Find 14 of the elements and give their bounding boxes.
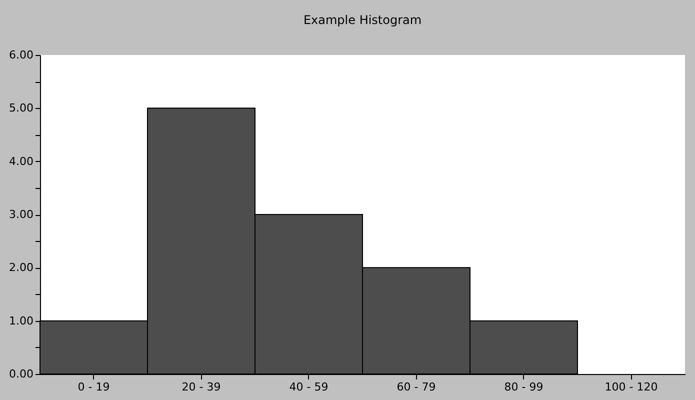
x-tick-label: 40 - 59 [289, 380, 328, 394]
y-tick-label: 1.00 [9, 314, 34, 328]
x-tick-label: 20 - 39 [182, 380, 221, 394]
x-tick-label: 0 - 19 [78, 380, 110, 394]
y-tick-label: 4.00 [9, 154, 34, 168]
chart-title: Example Histogram [303, 13, 422, 27]
y-tick-label: 0.00 [9, 368, 34, 380]
x-tick-label: 80 - 99 [504, 380, 544, 394]
y-tick-label: 5.00 [9, 102, 34, 115]
x-tick-label: 100 - 120 [604, 380, 658, 394]
y-tick-label: 6.00 [9, 48, 34, 62]
y-tick-label: 3.00 [9, 208, 34, 221]
x-tick-label: 60 - 79 [396, 380, 436, 394]
y-tick-label: 2.00 [9, 261, 34, 274]
